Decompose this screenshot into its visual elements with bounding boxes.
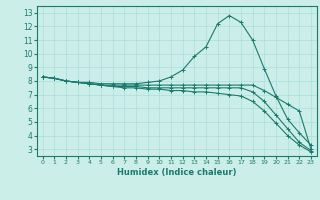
X-axis label: Humidex (Indice chaleur): Humidex (Indice chaleur) [117, 168, 236, 177]
